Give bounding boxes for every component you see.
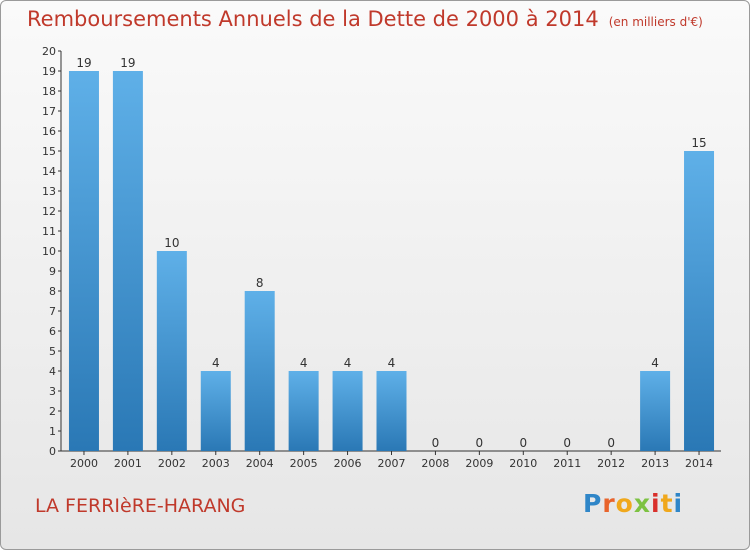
bar-data-label: 10 [164,236,179,250]
x-tick-label: 2011 [553,457,581,470]
bar-data-label: 4 [344,356,352,370]
bar-data-label: 4 [300,356,308,370]
logo-letter: o [615,489,634,518]
bar-data-label: 0 [476,436,484,450]
y-tick-label: 13 [42,185,56,198]
y-tick-label: 12 [42,205,56,218]
y-tick-label: 19 [42,65,56,78]
x-tick-label: 2014 [685,457,713,470]
commune-name: LA FERRIèRE-HARANG [35,495,246,517]
y-tick-label: 11 [42,225,56,238]
y-tick-label: 7 [49,305,56,318]
y-tick-label: 4 [49,365,56,378]
bar-data-label: 4 [388,356,396,370]
x-tick-label: 2013 [641,457,669,470]
bar [112,71,143,451]
y-tick-label: 10 [42,245,56,258]
logo-letter: i [651,489,661,518]
y-tick-label: 3 [49,385,56,398]
y-tick-label: 2 [49,405,56,418]
bar-data-label: 0 [432,436,440,450]
bar [684,151,715,451]
bar [332,371,363,451]
bar [288,371,319,451]
x-tick-label: 2010 [509,457,537,470]
chart-title-text: Remboursements Annuels de la Dette de 20… [27,7,599,31]
y-tick-label: 17 [42,105,56,118]
logo-letter: t [660,489,674,518]
x-tick-label: 2004 [246,457,274,470]
y-tick-label: 1 [49,425,56,438]
bar [376,371,407,451]
y-tick-label: 14 [42,165,56,178]
chart-subtitle: (en milliers d'€) [608,15,703,29]
bar-data-label: 19 [76,56,91,70]
chart-title: Remboursements Annuels de la Dette de 20… [27,7,703,31]
bar-data-label: 0 [519,436,527,450]
y-tick-label: 16 [42,125,56,138]
bar-data-label: 19 [120,56,135,70]
x-tick-label: 2007 [378,457,406,470]
x-tick-label: 2006 [334,457,362,470]
bar-data-label: 4 [212,356,220,370]
x-tick-label: 2001 [114,457,142,470]
bar-data-label: 0 [607,436,615,450]
x-tick-label: 2012 [597,457,625,470]
y-tick-label: 5 [49,345,56,358]
y-tick-label: 15 [42,145,56,158]
bar-data-label: 15 [691,136,706,150]
logo-letter: r [602,489,616,518]
x-tick-label: 2002 [158,457,186,470]
y-tick-label: 18 [42,85,56,98]
logo-letter: x [633,489,651,518]
x-tick-label: 2008 [421,457,449,470]
bar [156,251,187,451]
x-tick-label: 2000 [70,457,98,470]
y-tick-label: 8 [49,285,56,298]
bar-data-label: 0 [563,436,571,450]
y-tick-label: 6 [49,325,56,338]
logo-letter: i [673,489,684,518]
y-tick-label: 9 [49,265,56,278]
bar [200,371,231,451]
y-tick-label: 20 [42,45,56,58]
proxiti-logo: Proxiti [583,489,683,518]
logo-letter: P [583,489,603,518]
bar-data-label: 4 [651,356,659,370]
x-tick-label: 2003 [202,457,230,470]
bar [244,291,275,451]
bar [68,71,99,451]
x-tick-label: 2009 [465,457,493,470]
bar-data-label: 8 [256,276,264,290]
y-tick-label: 0 [49,445,56,458]
bar [640,371,671,451]
x-tick-label: 2005 [290,457,318,470]
